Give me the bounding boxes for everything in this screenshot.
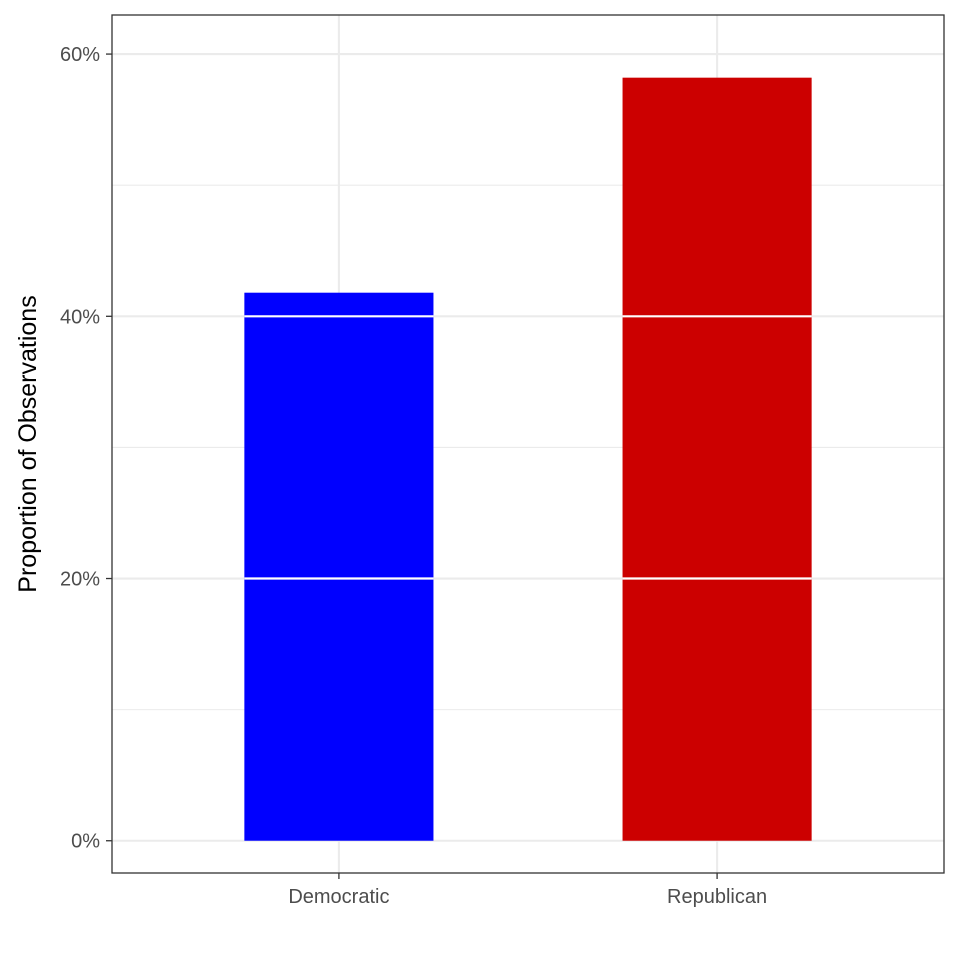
- y-tick-label: 60%: [60, 44, 100, 66]
- bar-republican: [622, 77, 812, 841]
- bar-democratic: [244, 292, 434, 841]
- y-tick-label: 40%: [60, 306, 100, 328]
- x-tick-label: Republican: [667, 886, 767, 908]
- bars: [244, 77, 812, 841]
- x-tick-label: Democratic: [288, 886, 389, 908]
- axes: 0% 20% 40% 60% Democratic Republican: [60, 44, 767, 908]
- y-axis-title: Proportion of Observations: [14, 295, 42, 592]
- panel-border: [111, 14, 945, 874]
- y-tick-label: 20%: [60, 569, 100, 591]
- y-tick-label: 0%: [71, 831, 100, 853]
